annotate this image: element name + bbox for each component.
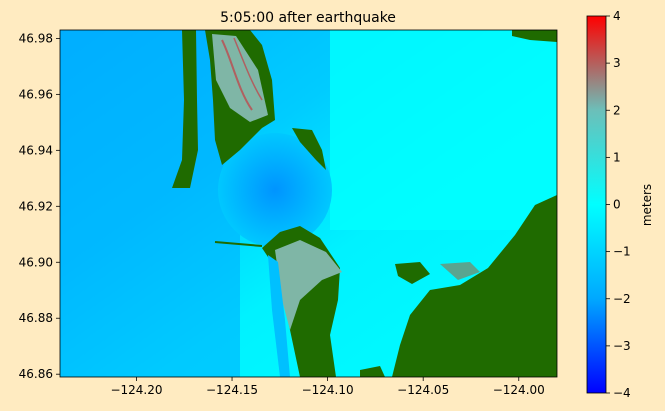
heatmap-area [60, 30, 557, 377]
y-tick-label: 46.92 [19, 199, 53, 213]
x-tick-label: −124.00 [493, 383, 545, 397]
bay-depression [218, 133, 332, 247]
colorbar-axis: 4 3 2 1 0 −1 −2 −3 −4 [606, 9, 631, 400]
x-tick-label: −124.20 [110, 383, 162, 397]
y-axis: 46.86 46.88 46.90 46.92 46.94 46.96 46.98 [19, 31, 60, 381]
x-axis: −124.20 −124.15 −124.10 −124.05 −124.00 [110, 377, 545, 397]
colorbar-tick-label: 4 [613, 9, 621, 23]
colorbar [586, 15, 607, 394]
colorbar-tick-label: 3 [613, 56, 621, 70]
intertidal-south [275, 240, 342, 330]
y-tick-label: 46.96 [19, 87, 53, 101]
colorbar-tick-label: −3 [613, 339, 631, 353]
colorbar-tick-label: 0 [613, 198, 621, 212]
x-tick-label: −124.10 [302, 383, 354, 397]
x-tick-label: −124.15 [206, 383, 258, 397]
y-tick-label: 46.86 [19, 367, 53, 381]
colorbar-tick-label: −1 [613, 245, 631, 259]
colorbar-tick-label: 2 [613, 103, 621, 117]
y-tick-label: 46.90 [19, 255, 53, 269]
colorbar-label: meters [640, 184, 654, 226]
colorbar-tick-label: −4 [613, 386, 631, 400]
chart-title: 5:05:00 after earthquake [220, 10, 396, 26]
y-tick-label: 46.98 [19, 31, 53, 45]
x-tick-label: −124.05 [397, 383, 449, 397]
y-tick-label: 46.94 [19, 143, 53, 157]
colorbar-tick-label: 1 [613, 150, 621, 164]
y-tick-label: 46.88 [19, 311, 53, 325]
land-east-shore [392, 195, 557, 377]
intertidal-north [212, 34, 268, 122]
plot-frame [59, 29, 558, 378]
colorbar-tick-label: −2 [613, 292, 631, 306]
